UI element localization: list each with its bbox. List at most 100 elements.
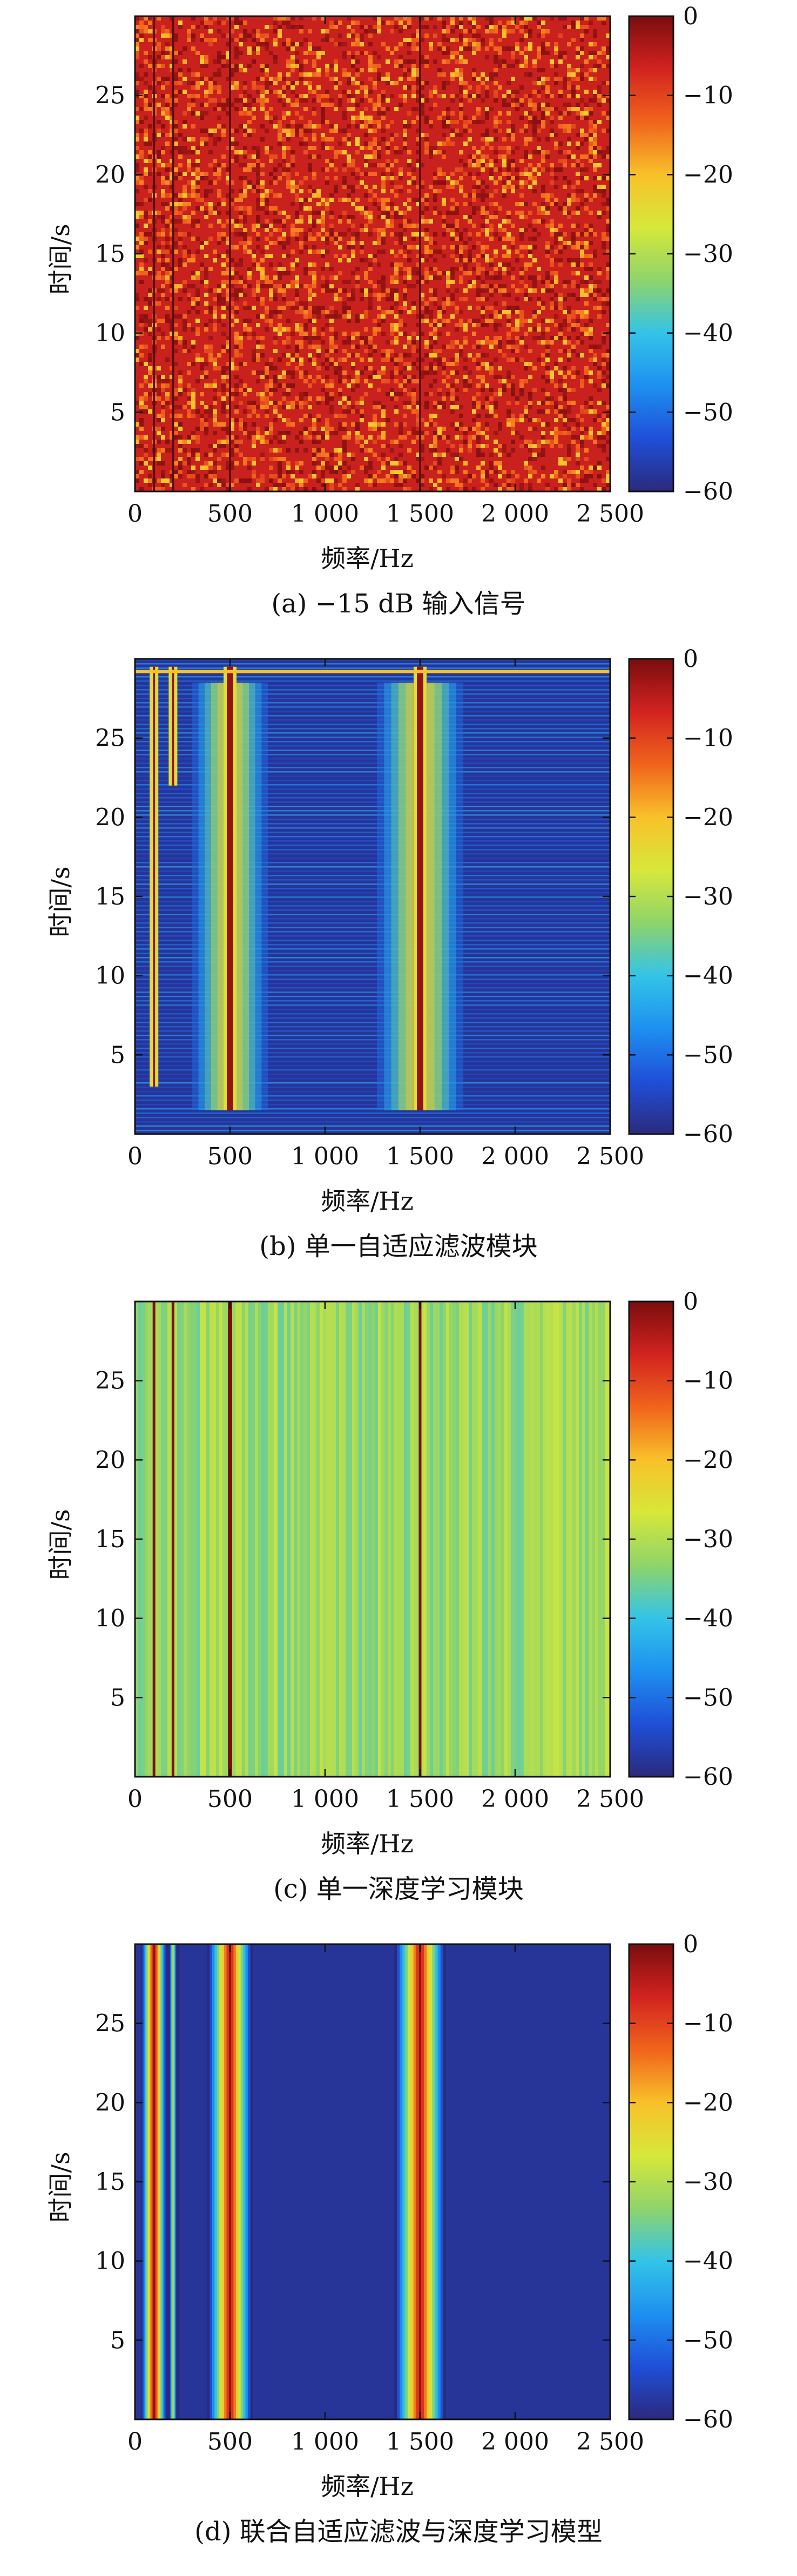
noise-cell	[433, 301, 437, 306]
noise-cell	[295, 306, 299, 310]
noise-cell	[342, 51, 347, 55]
noise-cell	[139, 25, 144, 29]
noise-cell	[524, 293, 528, 297]
noise-cell	[468, 435, 472, 440]
noise-cell	[187, 33, 191, 38]
noise-cell	[489, 262, 494, 267]
noise-cell	[416, 271, 420, 275]
noise-cell	[286, 237, 291, 241]
noise-cell	[325, 33, 329, 38]
noise-cell	[243, 85, 247, 90]
noise-cell	[519, 159, 524, 163]
noise-cell	[174, 288, 178, 293]
noise-cell	[312, 310, 316, 314]
noise-cell	[502, 64, 506, 68]
noise-cell	[429, 366, 433, 370]
noise-cell	[342, 349, 347, 353]
noise-cell	[545, 340, 550, 345]
noise-cell	[498, 427, 502, 431]
noise-cell	[472, 16, 476, 21]
noise-cell	[584, 107, 589, 111]
noise-cell	[407, 284, 411, 288]
noise-cell	[204, 64, 208, 68]
noise-cell	[291, 383, 295, 388]
noise-cell	[178, 379, 183, 383]
noise-cell	[420, 444, 424, 448]
noise-cell	[360, 370, 364, 375]
noise-cell	[265, 193, 269, 198]
noise-cell	[161, 176, 165, 180]
noise-cell	[468, 163, 472, 167]
noise-cell	[589, 154, 593, 159]
noise-cell	[295, 353, 299, 358]
noise-cell	[519, 444, 524, 448]
noise-cell	[299, 16, 303, 21]
noise-cell	[511, 176, 515, 180]
noise-cell	[368, 55, 373, 59]
noise-cell	[213, 383, 217, 388]
noise-cell	[502, 180, 506, 185]
noise-cell	[485, 77, 489, 81]
noise-cell	[316, 154, 321, 159]
noise-cell	[269, 427, 273, 431]
noise-cell	[260, 85, 265, 90]
noise-cell	[308, 340, 312, 345]
noise-cell	[144, 25, 148, 29]
noise-cell	[170, 202, 174, 206]
noise-cell	[463, 271, 468, 275]
noise-cell	[165, 111, 170, 116]
noise-cell	[567, 42, 571, 46]
noise-cell	[351, 362, 355, 366]
noise-cell	[265, 414, 269, 418]
noise-cell	[597, 64, 602, 68]
noise-cell	[429, 185, 433, 189]
noise-cell	[416, 202, 420, 206]
noise-cell	[411, 64, 416, 68]
noise-cell	[273, 90, 278, 94]
noise-cell	[433, 422, 437, 427]
noise-cell	[230, 440, 234, 444]
noise-cell	[606, 111, 610, 116]
noise-cell	[191, 327, 195, 332]
noise-cell	[567, 85, 571, 90]
noise-cell	[195, 198, 200, 202]
noise-cell	[170, 431, 174, 435]
noise-cell	[554, 409, 558, 414]
noise-cell	[355, 280, 360, 284]
noise-cell	[515, 59, 519, 64]
noise-cell	[299, 284, 303, 288]
noise-cell	[403, 470, 407, 474]
noise-cell	[347, 33, 351, 38]
noise-cell	[450, 111, 455, 116]
noise-cell	[256, 288, 260, 293]
noise-cell	[213, 172, 217, 176]
noise-cell	[221, 107, 226, 111]
noise-cell	[433, 358, 437, 362]
noise-cell	[390, 358, 394, 362]
noise-cell	[502, 59, 506, 64]
noise-cell	[213, 288, 217, 293]
noise-cell	[433, 193, 437, 198]
noise-cell	[161, 383, 165, 388]
noise-cell	[485, 107, 489, 111]
noise-cell	[321, 478, 325, 483]
noise-cell	[278, 120, 282, 124]
noise-cell	[178, 176, 183, 180]
noise-cell	[269, 293, 273, 297]
noise-cell	[221, 375, 226, 379]
noise-cell	[195, 358, 200, 362]
noise-cell	[360, 340, 364, 345]
noise-cell	[537, 327, 541, 332]
noise-cell	[316, 306, 321, 310]
noise-cell	[273, 59, 278, 64]
noise-cell	[571, 94, 576, 98]
noise-cell	[554, 418, 558, 422]
noise-cell	[347, 16, 351, 21]
noise-cell	[321, 120, 325, 124]
noise-cell	[213, 461, 217, 466]
noise-cell	[386, 77, 390, 81]
noise-cell	[291, 332, 295, 336]
noise-cell	[472, 77, 476, 81]
noise-cell	[541, 401, 545, 405]
noise-cell	[485, 137, 489, 141]
